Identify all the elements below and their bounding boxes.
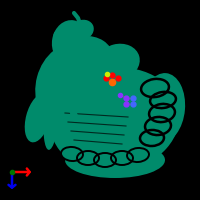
Ellipse shape <box>57 36 113 80</box>
Ellipse shape <box>94 153 116 167</box>
Ellipse shape <box>50 68 180 172</box>
Ellipse shape <box>140 130 164 146</box>
Ellipse shape <box>52 20 88 64</box>
Ellipse shape <box>145 117 171 135</box>
Ellipse shape <box>111 151 133 165</box>
Ellipse shape <box>65 142 165 178</box>
Ellipse shape <box>43 74 61 150</box>
Ellipse shape <box>77 151 99 165</box>
Ellipse shape <box>35 44 101 126</box>
Ellipse shape <box>127 148 149 162</box>
Ellipse shape <box>61 147 83 161</box>
Ellipse shape <box>149 104 175 122</box>
Ellipse shape <box>141 73 185 143</box>
Ellipse shape <box>141 79 169 97</box>
Ellipse shape <box>150 92 176 108</box>
Ellipse shape <box>96 44 140 80</box>
Ellipse shape <box>25 94 51 142</box>
Ellipse shape <box>70 20 94 40</box>
